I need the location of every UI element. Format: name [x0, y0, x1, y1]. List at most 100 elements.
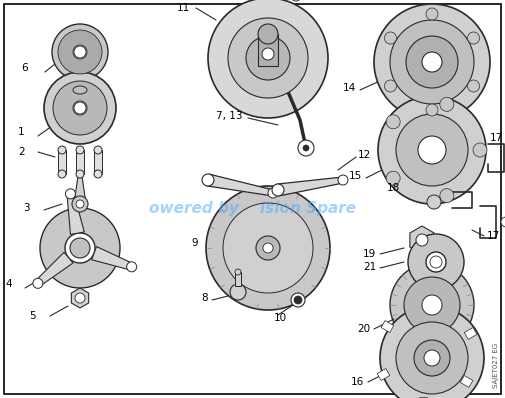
Text: 5: 5 — [29, 311, 36, 321]
Text: 2: 2 — [18, 147, 25, 157]
Circle shape — [246, 36, 290, 80]
Circle shape — [263, 243, 273, 253]
Polygon shape — [277, 177, 343, 196]
Circle shape — [76, 146, 84, 154]
Circle shape — [206, 186, 330, 310]
Circle shape — [228, 18, 308, 98]
Text: 3: 3 — [23, 203, 30, 213]
Circle shape — [427, 195, 441, 209]
Circle shape — [235, 269, 241, 275]
Circle shape — [72, 196, 88, 212]
Circle shape — [73, 45, 87, 59]
Circle shape — [396, 114, 468, 186]
Text: 18: 18 — [387, 183, 400, 193]
Circle shape — [94, 170, 102, 178]
Circle shape — [66, 189, 75, 199]
Bar — [258, 34, 278, 66]
Text: 9: 9 — [191, 238, 198, 248]
Circle shape — [380, 306, 484, 398]
Circle shape — [74, 46, 86, 58]
Text: 20: 20 — [357, 324, 370, 334]
Bar — [419, 397, 427, 398]
Circle shape — [426, 252, 446, 272]
Text: SAJET027 EG: SAJET027 EG — [493, 343, 499, 388]
Circle shape — [303, 145, 309, 151]
Circle shape — [70, 238, 90, 258]
Circle shape — [440, 189, 454, 203]
Polygon shape — [71, 288, 89, 308]
Bar — [377, 369, 390, 380]
Text: 17: 17 — [487, 231, 500, 241]
Circle shape — [404, 277, 460, 333]
Circle shape — [414, 340, 450, 376]
Circle shape — [468, 32, 480, 44]
Circle shape — [426, 104, 438, 116]
Circle shape — [422, 348, 442, 368]
Bar — [94, 150, 102, 174]
Circle shape — [223, 203, 313, 293]
Circle shape — [73, 101, 87, 115]
Circle shape — [378, 96, 486, 204]
Bar — [381, 320, 394, 332]
Circle shape — [40, 208, 120, 288]
Circle shape — [430, 256, 442, 268]
Circle shape — [374, 4, 490, 120]
Circle shape — [384, 32, 396, 44]
Text: 16: 16 — [351, 377, 364, 387]
Circle shape — [424, 297, 440, 313]
Bar — [464, 328, 477, 339]
Circle shape — [422, 295, 442, 315]
Circle shape — [294, 296, 302, 304]
Ellipse shape — [73, 86, 87, 94]
Text: 14: 14 — [343, 83, 356, 93]
Circle shape — [272, 184, 284, 196]
Circle shape — [94, 146, 102, 154]
Polygon shape — [36, 252, 73, 286]
Circle shape — [76, 170, 84, 178]
Circle shape — [256, 236, 280, 260]
Circle shape — [416, 234, 428, 246]
Circle shape — [208, 0, 328, 118]
Circle shape — [384, 80, 396, 92]
Circle shape — [386, 171, 400, 185]
Circle shape — [422, 140, 442, 160]
Circle shape — [291, 0, 301, 1]
Text: 7, 13: 7, 13 — [217, 111, 243, 121]
Circle shape — [386, 115, 400, 129]
Polygon shape — [67, 193, 84, 234]
Circle shape — [440, 98, 454, 111]
Circle shape — [68, 96, 92, 120]
Circle shape — [468, 80, 480, 92]
Circle shape — [418, 136, 446, 164]
Circle shape — [58, 170, 66, 178]
Text: 19: 19 — [363, 249, 376, 259]
Circle shape — [338, 175, 348, 185]
Text: 17: 17 — [490, 133, 503, 143]
Circle shape — [291, 293, 305, 307]
Text: 6: 6 — [21, 63, 28, 73]
Text: 8: 8 — [201, 293, 208, 303]
Circle shape — [408, 234, 464, 290]
Circle shape — [52, 24, 108, 80]
Circle shape — [44, 72, 116, 144]
Text: 21: 21 — [363, 262, 376, 272]
Text: 12: 12 — [358, 150, 371, 160]
Circle shape — [58, 146, 66, 154]
Circle shape — [230, 284, 246, 300]
Polygon shape — [410, 226, 434, 254]
Polygon shape — [74, 176, 86, 204]
Circle shape — [202, 174, 214, 186]
Circle shape — [390, 263, 474, 347]
Text: 15: 15 — [349, 171, 362, 181]
Bar — [76, 150, 84, 174]
Circle shape — [420, 50, 444, 74]
Circle shape — [260, 50, 276, 66]
Circle shape — [406, 36, 458, 88]
Bar — [235, 272, 241, 286]
Circle shape — [298, 140, 314, 156]
Circle shape — [58, 30, 102, 74]
Circle shape — [258, 24, 278, 44]
Circle shape — [262, 48, 274, 60]
Circle shape — [501, 217, 505, 227]
Circle shape — [70, 42, 90, 62]
